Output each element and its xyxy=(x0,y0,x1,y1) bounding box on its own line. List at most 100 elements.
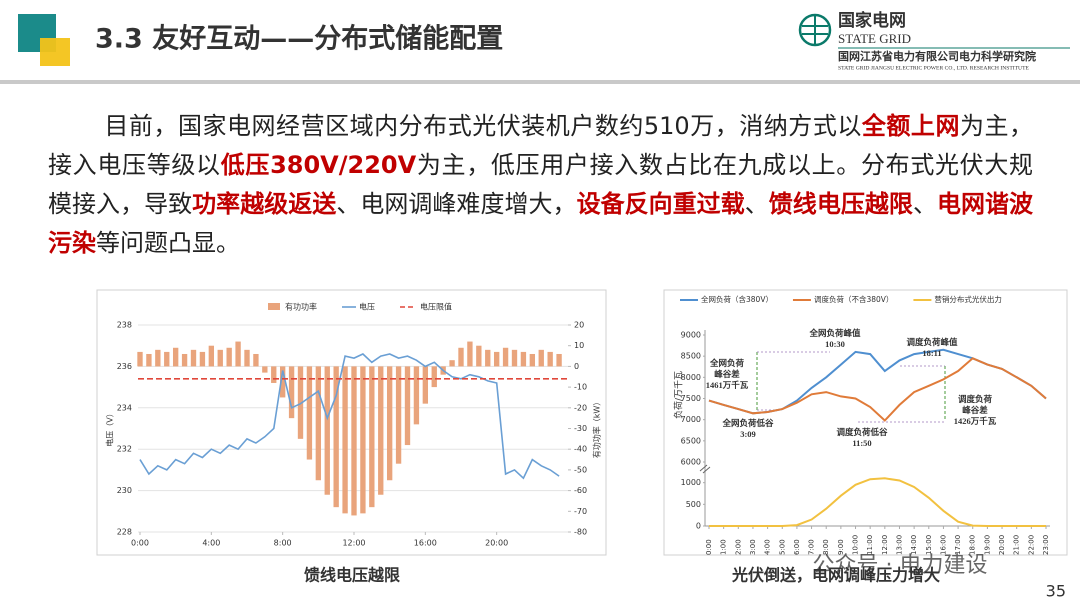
bar xyxy=(360,366,366,514)
bar xyxy=(485,349,491,367)
y-tick-label: 234 xyxy=(117,403,132,412)
annotation: 10:30 xyxy=(825,339,845,349)
bar xyxy=(137,351,143,367)
range-guide xyxy=(757,351,945,423)
y2-tick-label: -80 xyxy=(574,528,587,537)
header-rule xyxy=(0,80,1080,84)
x-tick-label: 5:00 xyxy=(778,539,786,555)
y2-tick-label: -10 xyxy=(574,383,587,392)
x-tick-label: 12:00 xyxy=(342,539,365,548)
y2-tick-label: -70 xyxy=(574,507,587,516)
logo-emblem xyxy=(802,15,828,45)
chart-frame xyxy=(663,289,1068,556)
bar xyxy=(164,351,170,367)
bar xyxy=(502,347,509,367)
annotation: 18:11 xyxy=(922,348,941,358)
bar xyxy=(172,347,179,367)
legend-label: 电压 xyxy=(359,302,375,312)
bar xyxy=(395,366,402,464)
axis-break xyxy=(699,464,711,474)
x-tick-label: 23:00 xyxy=(1042,535,1050,555)
highlight-text: 全额上网 xyxy=(861,112,960,140)
bar xyxy=(217,349,223,367)
line-series xyxy=(709,477,1046,527)
x-tick-label: 10:00 xyxy=(852,535,860,555)
x-tick-label: 1:00 xyxy=(720,539,728,555)
bar xyxy=(493,351,500,367)
y-tick-label: 6500 xyxy=(681,436,701,445)
x-tick-label: 20:00 xyxy=(998,535,1006,555)
y-tick-label: 500 xyxy=(686,500,701,509)
bar xyxy=(529,353,536,367)
body-text: 、 xyxy=(912,190,937,218)
highlight-text: 低压380V/220V xyxy=(220,151,417,179)
x-tick-label: 13:00 xyxy=(895,535,903,555)
x-tick-label: 3:00 xyxy=(749,539,757,555)
annotation: 1426万千瓦 xyxy=(954,416,997,426)
annotation: 全网负荷低谷 xyxy=(721,418,774,428)
body-text: 目前，国家电网经营区域内分布式光伏装机户数约510万，消纳方式以 xyxy=(104,112,862,140)
y-tick-label: 8000 xyxy=(681,373,701,382)
x-tick-label: 19:00 xyxy=(983,535,991,555)
x-tick-label: 8:00 xyxy=(274,539,292,548)
x-tick-label: 16:00 xyxy=(414,539,437,548)
body-text: 、电网调峰难度增大， xyxy=(336,190,577,218)
bar xyxy=(279,366,286,398)
y-tick-label: 238 xyxy=(117,321,132,330)
bar xyxy=(271,366,277,383)
bar xyxy=(235,341,241,367)
x-tick-label: 17:00 xyxy=(954,535,962,555)
annotation: 峰谷差 xyxy=(962,405,988,415)
bar xyxy=(511,349,518,367)
bar xyxy=(547,351,553,367)
bar xyxy=(226,347,232,367)
bar xyxy=(467,341,473,367)
bar xyxy=(244,349,250,367)
body-text: 为主，接入电压等级以 xyxy=(48,112,1034,179)
x-tick-label: 22:00 xyxy=(1027,535,1035,555)
y-tick-label: 236 xyxy=(117,362,132,371)
x-tick-label: 2:00 xyxy=(734,539,742,555)
y-tick-label: 9000 xyxy=(681,331,701,340)
logo-org-en: STATE GRID JIANGSU ELECTRIC POWER CO., L… xyxy=(838,65,1030,71)
annotation: 11:50 xyxy=(852,438,871,448)
legend-label: 有功功率 xyxy=(285,302,317,312)
range-guide xyxy=(756,352,946,420)
legend-label: 全网负荷（含380V） xyxy=(701,294,773,304)
y-tick-label: 6000 xyxy=(681,458,701,467)
body-text: 为主，低压用户接入数占比在九成以上。分布式光伏大规模接入，导致 xyxy=(48,151,1034,218)
x-tick-label: 9:00 xyxy=(837,539,845,555)
annotation: 全网负荷峰值 xyxy=(808,328,861,338)
x-tick-label: 7:00 xyxy=(808,539,816,555)
annotation: 调度负荷低谷 xyxy=(836,427,888,437)
y2-axis-label: 有功功率（kW） xyxy=(592,398,602,459)
bar xyxy=(342,366,348,514)
legend-label: 电压限值 xyxy=(420,302,452,312)
y2-tick-label: -60 xyxy=(574,486,587,495)
x-tick-label: 12:00 xyxy=(881,535,889,555)
y-tick-label: 230 xyxy=(117,486,132,495)
highlight-text: 馈线电压越限 xyxy=(768,190,913,218)
x-tick-label: 21:00 xyxy=(1013,535,1021,555)
bar xyxy=(262,366,268,373)
bar xyxy=(413,366,420,425)
x-tick-label: 20:00 xyxy=(485,539,508,548)
x-tick-label: 0:00 xyxy=(131,539,149,548)
bar xyxy=(476,345,482,367)
x-tick-label: 4:00 xyxy=(764,539,772,555)
x-tick-label: 18:00 xyxy=(969,535,977,555)
line-series xyxy=(139,353,560,480)
x-tick-label: 0:00 xyxy=(705,539,713,555)
y-tick-label: 228 xyxy=(117,528,132,537)
y2-tick-label: -20 xyxy=(574,403,587,412)
bar xyxy=(181,353,188,367)
bar xyxy=(369,366,375,508)
x-tick-label: 6:00 xyxy=(793,539,801,555)
logo-org: 国网江苏省电力有限公司电力科学研究院 xyxy=(838,49,1036,63)
legend-label: 调度负荷（不含380V） xyxy=(814,294,893,304)
bar xyxy=(378,366,384,495)
highlight-text: 功率越级返送 xyxy=(192,190,337,218)
y-axis-label: 负荷/万千瓦 xyxy=(673,371,685,419)
